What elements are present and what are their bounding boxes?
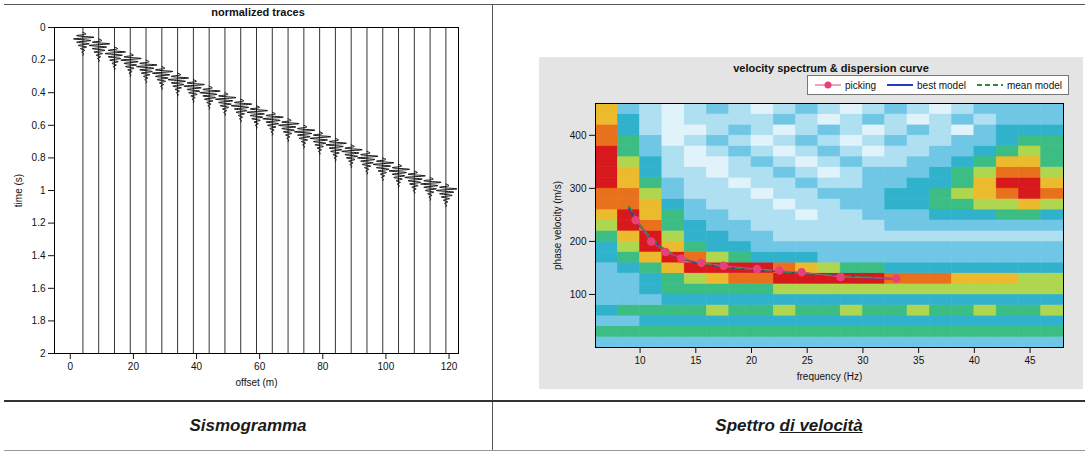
svg-text:120: 120 <box>441 361 458 372</box>
svg-text:45: 45 <box>1025 355 1037 366</box>
svg-text:300: 300 <box>570 183 587 194</box>
svg-text:0.6: 0.6 <box>32 120 46 131</box>
html-text:best model: best model <box>917 79 966 91</box>
svg-text:1.6: 1.6 <box>32 283 46 294</box>
svg-text:0.2: 0.2 <box>32 54 46 65</box>
svg-text:0.8: 0.8 <box>32 152 46 163</box>
svg-text:phase velocity (m/s): phase velocity (m/s) <box>552 181 563 270</box>
svg-text:0: 0 <box>40 22 46 33</box>
html-text:Sismogramma: Sismogramma <box>189 416 307 435</box>
svg-text:40: 40 <box>969 355 981 366</box>
svg-text:0.4: 0.4 <box>32 87 46 98</box>
svg-text:frequency (Hz): frequency (Hz) <box>797 371 863 382</box>
svg-text:offset (m): offset (m) <box>235 377 277 388</box>
svg-text:100: 100 <box>570 289 587 300</box>
svg-text:15: 15 <box>690 355 702 366</box>
svg-text:2: 2 <box>40 348 46 359</box>
svg-text:25: 25 <box>802 355 814 366</box>
svg-text:35: 35 <box>913 355 925 366</box>
svg-text:100: 100 <box>378 361 395 372</box>
svg-text:80: 80 <box>317 361 329 372</box>
svg-text:20: 20 <box>128 361 140 372</box>
html-text:picking: picking <box>844 79 876 91</box>
svg-text:20: 20 <box>746 355 758 366</box>
html-text:mean model: mean model <box>1007 79 1062 91</box>
svg-text:1.2: 1.2 <box>32 217 46 228</box>
svg-text:1: 1 <box>40 185 46 196</box>
svg-text:1.4: 1.4 <box>32 250 46 261</box>
svg-text:time (s): time (s) <box>13 174 24 207</box>
svg-text:40: 40 <box>191 361 203 372</box>
html-text:Spettro di velocità: Spettro di velocità <box>715 416 863 435</box>
svg-text:400: 400 <box>570 130 587 141</box>
html-text:normalized traces: normalized traces <box>211 6 305 18</box>
svg-text:10: 10 <box>635 355 647 366</box>
svg-text:200: 200 <box>570 236 587 247</box>
svg-text:60: 60 <box>254 361 266 372</box>
svg-text:30: 30 <box>857 355 869 366</box>
svg-text:1.8: 1.8 <box>32 315 46 326</box>
svg-text:0: 0 <box>68 361 74 372</box>
html-text:velocity spectrum & dispersion: velocity spectrum & dispersion curve <box>733 62 929 74</box>
